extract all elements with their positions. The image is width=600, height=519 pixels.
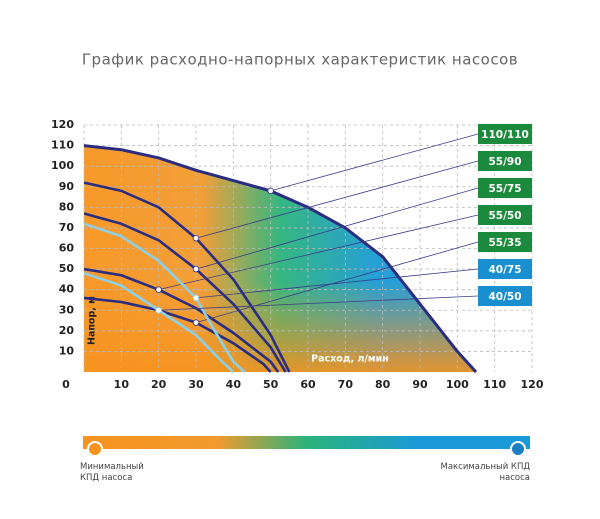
x-tick-label: 50 <box>263 378 279 391</box>
x-tick-label: 30 <box>188 378 204 391</box>
scale-max-label: Максимальный КПД насоса <box>440 462 531 483</box>
x-tick-label: 90 <box>412 378 428 391</box>
callout-line <box>158 295 479 311</box>
callout-dot <box>192 265 200 273</box>
scale-max-box: Максимальный КПД насоса <box>440 462 531 483</box>
legend-tag <box>478 124 532 144</box>
x-tick-label: 80 <box>375 378 391 391</box>
legend-tag <box>478 232 532 252</box>
x-tick-label: 100 <box>446 378 469 391</box>
scale-max-marker <box>510 441 526 457</box>
scale-min-label: Минимальный КПД насоса <box>80 462 144 483</box>
legend-tag <box>478 151 532 171</box>
legend-tag <box>478 205 532 225</box>
callout-dot <box>192 319 200 326</box>
callout-dot <box>155 307 162 314</box>
y-tick-label: 120 <box>51 118 74 131</box>
y-tick-label: 10 <box>59 344 75 357</box>
efficiency-area <box>84 145 476 372</box>
callout-line <box>158 214 479 291</box>
legend-label: 55/50 <box>488 210 521 222</box>
callout-line <box>195 268 479 299</box>
callout-dot <box>192 294 200 302</box>
x-tick-label: 60 <box>300 378 316 391</box>
legend-tag <box>478 259 532 279</box>
x-tick-label: 70 <box>338 378 354 391</box>
legend-tag <box>478 178 532 198</box>
legend-label: 55/90 <box>488 156 521 168</box>
x-tick-label: 20 <box>151 378 167 391</box>
callout-line <box>270 133 479 192</box>
efficiency-fade <box>84 145 476 372</box>
callout-dot <box>192 235 200 242</box>
y-tick-label: 20 <box>59 324 75 337</box>
chart-title: График расходно-напорных характеристик н… <box>82 51 518 69</box>
callout-dot <box>267 187 274 195</box>
legend-label: 55/75 <box>488 183 521 195</box>
x-tick-label: 10 <box>114 378 130 391</box>
x-tick-label: 110 <box>483 378 506 391</box>
scale-min-box: Минимальный КПД насоса <box>80 462 144 483</box>
y-tick-label: 80 <box>59 200 75 213</box>
y-tick-label: 100 <box>51 159 74 172</box>
legend-label: 55/35 <box>488 237 521 249</box>
legend-label: 40/50 <box>488 291 521 303</box>
callout-line <box>195 160 479 239</box>
y-tick-label: 110 <box>51 139 74 152</box>
x-tick-label: 120 <box>521 378 544 391</box>
x-tick-label: 40 <box>226 378 242 391</box>
x-axis-label: Расход, л/мин <box>311 354 389 365</box>
y-tick-label: 50 <box>59 262 75 275</box>
pump-curve <box>83 144 478 374</box>
callout-dot <box>155 286 162 293</box>
callout-line <box>195 187 479 270</box>
y-tick-label: 40 <box>59 283 75 296</box>
legend-label: 40/75 <box>488 264 521 276</box>
legend-tag <box>478 286 532 306</box>
y-tick-label: 70 <box>59 221 75 234</box>
efficiency-scale <box>83 436 530 449</box>
y-tick-label: 60 <box>59 242 75 255</box>
y-tick-label: 90 <box>59 180 75 193</box>
x-tick-label: 0 <box>62 378 70 391</box>
y-tick-label: 30 <box>59 303 75 316</box>
pump-curve <box>83 271 235 373</box>
y-axis-label: Напор, м <box>87 296 98 345</box>
scale-min-marker <box>87 441 103 457</box>
callout-line <box>195 241 479 323</box>
legend-label: 110/110 <box>481 129 529 141</box>
